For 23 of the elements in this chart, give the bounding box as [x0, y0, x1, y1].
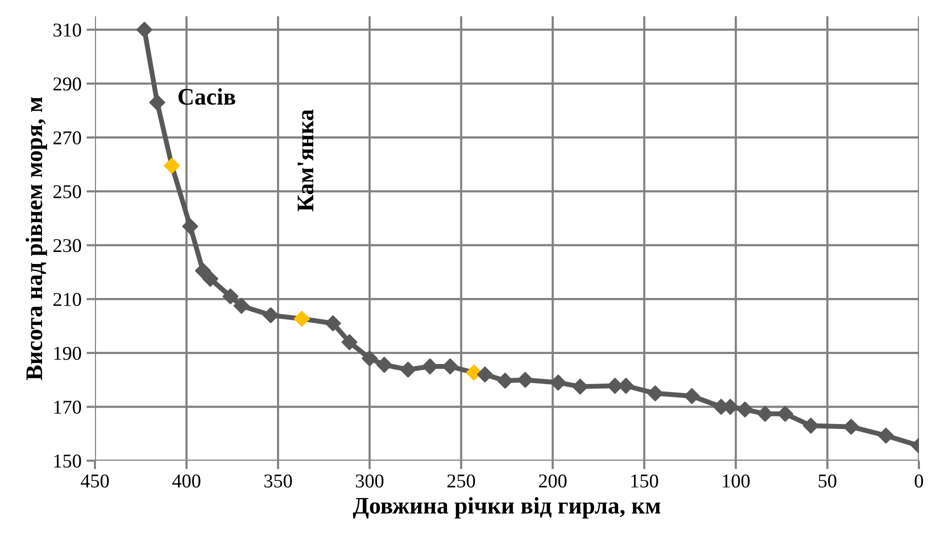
y-tick-label: 310: [54, 24, 82, 37]
y-axis-title: Висота над рівнем моря, м: [26, 97, 48, 380]
y-tick-label: 250: [53, 185, 82, 198]
x-tick-label: 250: [447, 474, 475, 488]
x-tick-label: 150: [631, 474, 658, 488]
x-tick-label: 200: [538, 474, 567, 488]
x-tick-label: 450: [80, 474, 109, 488]
annotation: Кам'янка: [298, 109, 314, 212]
x-tick-label: 350: [264, 474, 292, 488]
x-tick-label: 0: [914, 474, 924, 488]
y-tick-label: 170: [54, 400, 82, 414]
x-tick-label: 400: [172, 474, 200, 488]
x-tick-label: 50: [818, 474, 836, 488]
x-tick-label: 100: [722, 474, 750, 488]
y-tick-label: 210: [53, 292, 82, 306]
annotation: Сасів: [178, 88, 236, 105]
x-tick-label: 300: [356, 474, 384, 488]
y-tick-label: 270: [53, 131, 82, 144]
y-tick-label: 230: [53, 239, 82, 252]
y-tick-label: 150: [54, 454, 82, 468]
y-tick-label: 190: [54, 346, 82, 360]
x-axis-title: Довжина річки від гирла, км: [352, 497, 660, 519]
y-tick-label: 290: [53, 77, 82, 91]
